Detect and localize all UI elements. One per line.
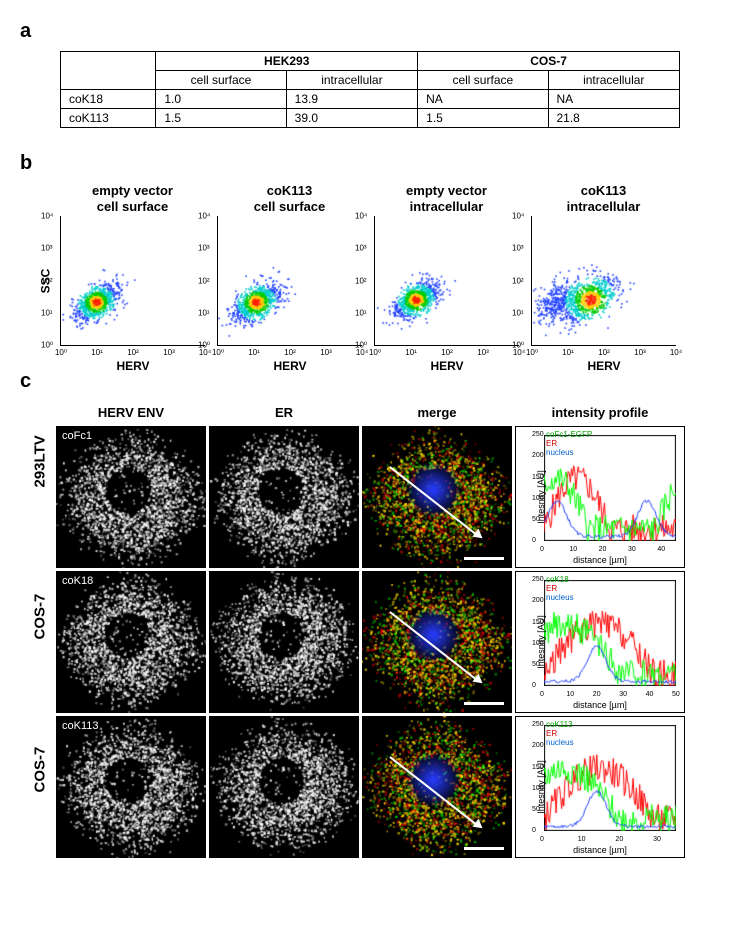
er-image xyxy=(209,426,359,568)
intensity-profile: Intesnity [AU]distance [µm]coK113ERnucle… xyxy=(515,716,685,858)
table-a: HEK293 COS-7 cell surface intracellular … xyxy=(60,51,680,128)
herv-image: coK18 xyxy=(56,571,206,713)
panel-b: b empty vectorcell surface10⁰10¹10²10³10… xyxy=(20,152,730,346)
merge-image xyxy=(362,716,512,858)
scatter-plot-1: coK113cell surface10⁰10¹10²10³10⁴10⁰10¹1… xyxy=(217,183,362,346)
panel-c: c 293LTV COS-7 COS-7 HERV ENVERmergeintens… xyxy=(20,370,730,858)
row-header: COS-7 xyxy=(32,772,49,792)
col-header: merge xyxy=(362,401,512,423)
table-row: coK18 1.0 13.9 NA NA xyxy=(61,90,680,109)
intensity-profile: Intesnity [AU]distance [µm]coK18ERnucleu… xyxy=(515,571,685,713)
table-group-cos: COS-7 xyxy=(418,52,680,71)
scatter-plot-3: coK113intracellular10⁰10¹10²10³10⁴10⁰10¹… xyxy=(531,183,676,346)
panel-a: a HEK293 COS-7 cell surface intracellula… xyxy=(20,20,730,128)
row-header: COS-7 xyxy=(32,620,49,640)
er-image xyxy=(209,571,359,713)
intensity-profile: Intesnity [AU]distance [µm]coFc1-EGFPERn… xyxy=(515,426,685,568)
table-group-hek: HEK293 xyxy=(156,52,418,71)
herv-image: coK113 xyxy=(56,716,206,858)
merge-image xyxy=(362,571,512,713)
panel-a-label: a xyxy=(20,20,730,43)
er-image xyxy=(209,716,359,858)
row-header: 293LTV xyxy=(32,467,49,487)
table-row: coK113 1.5 39.0 1.5 21.8 xyxy=(61,109,680,128)
col-header: ER xyxy=(209,401,359,423)
scatter-plot-0: empty vectorcell surface10⁰10¹10²10³10⁴1… xyxy=(60,183,205,346)
col-header: HERV ENV xyxy=(56,401,206,423)
panel-b-label: b xyxy=(20,152,730,175)
scatter-plot-2: empty vectorintracellular10⁰10¹10²10³10⁴… xyxy=(374,183,519,346)
merge-image xyxy=(362,426,512,568)
col-header: intensity profile xyxy=(515,401,685,423)
panel-c-label: c xyxy=(20,370,730,393)
herv-image: coFc1 xyxy=(56,426,206,568)
